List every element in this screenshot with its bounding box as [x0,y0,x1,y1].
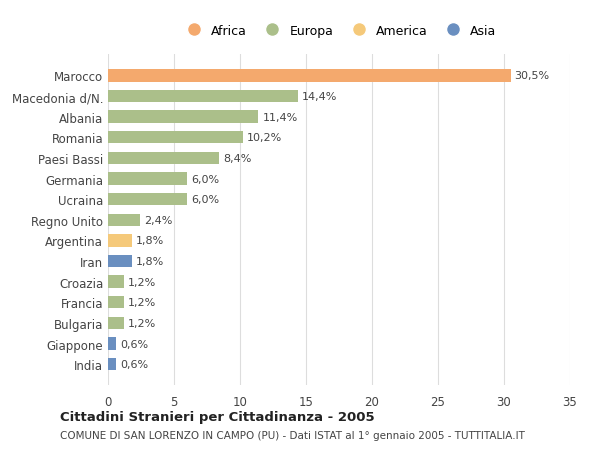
Bar [108,91,298,103]
Bar [108,152,219,165]
Text: 6,0%: 6,0% [191,174,219,184]
Text: 10,2%: 10,2% [247,133,282,143]
Text: 2,4%: 2,4% [143,215,172,225]
Text: 11,4%: 11,4% [262,112,298,123]
Text: 1,8%: 1,8% [136,236,164,246]
Text: 1,2%: 1,2% [128,318,156,328]
Bar [108,297,124,309]
Text: 1,8%: 1,8% [136,257,164,267]
Bar [108,317,124,330]
Bar [108,70,511,83]
Bar [108,173,187,185]
Text: 30,5%: 30,5% [515,71,550,81]
Bar [108,194,187,206]
Text: 14,4%: 14,4% [302,92,337,102]
Text: 1,2%: 1,2% [128,297,156,308]
Bar [108,132,242,144]
Text: 0,6%: 0,6% [120,339,148,349]
Text: Cittadini Stranieri per Cittadinanza - 2005: Cittadini Stranieri per Cittadinanza - 2… [60,410,374,423]
Text: COMUNE DI SAN LORENZO IN CAMPO (PU) - Dati ISTAT al 1° gennaio 2005 - TUTTITALIA: COMUNE DI SAN LORENZO IN CAMPO (PU) - Da… [60,431,525,440]
Text: 8,4%: 8,4% [223,154,251,163]
Bar [108,235,132,247]
Bar [108,276,124,288]
Text: 0,6%: 0,6% [120,359,148,369]
Bar [108,338,116,350]
Bar [108,255,132,268]
Legend: Africa, Europa, America, Asia: Africa, Europa, America, Asia [175,18,503,44]
Bar [108,358,116,370]
Text: 6,0%: 6,0% [191,195,219,205]
Text: 1,2%: 1,2% [128,277,156,287]
Bar [108,111,259,123]
Bar [108,214,140,226]
